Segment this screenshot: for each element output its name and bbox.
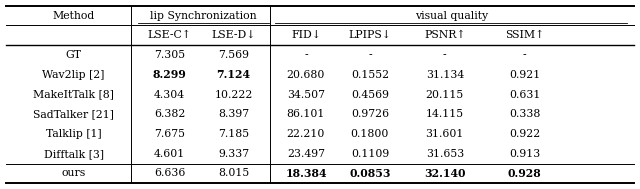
Text: 31.601: 31.601 [426, 129, 464, 139]
Text: ours: ours [61, 168, 86, 178]
Text: 18.384: 18.384 [285, 168, 326, 179]
Text: 0.4569: 0.4569 [351, 90, 389, 99]
Text: 0.338: 0.338 [509, 109, 541, 119]
Text: 0.1552: 0.1552 [351, 70, 389, 80]
Text: -: - [368, 50, 372, 60]
Text: LSE-C↑: LSE-C↑ [148, 30, 191, 40]
Text: 0.9726: 0.9726 [351, 109, 389, 119]
Text: 23.497: 23.497 [287, 149, 325, 159]
Text: 0.631: 0.631 [509, 90, 541, 99]
Text: PSNR↑: PSNR↑ [424, 30, 465, 40]
Text: -: - [443, 50, 447, 60]
Text: 0.922: 0.922 [509, 129, 540, 139]
Text: 34.507: 34.507 [287, 90, 325, 99]
Text: 8.397: 8.397 [218, 109, 249, 119]
Text: 4.601: 4.601 [154, 149, 185, 159]
Text: Difftalk [3]: Difftalk [3] [44, 149, 104, 159]
Text: LPIPS↓: LPIPS↓ [349, 30, 391, 40]
Text: FID↓: FID↓ [291, 30, 321, 40]
Text: -: - [304, 50, 308, 60]
Text: 14.115: 14.115 [426, 109, 464, 119]
Text: 0.1109: 0.1109 [351, 149, 389, 159]
Text: 0.913: 0.913 [509, 149, 540, 159]
Text: 31.653: 31.653 [426, 149, 464, 159]
Text: 9.337: 9.337 [218, 149, 249, 159]
Text: 0.1800: 0.1800 [351, 129, 389, 139]
Text: 22.210: 22.210 [287, 129, 325, 139]
Text: 8.299: 8.299 [153, 69, 186, 80]
Text: SSIM↑: SSIM↑ [505, 30, 545, 40]
Text: Wav2lip [2]: Wav2lip [2] [42, 70, 105, 80]
Text: 8.015: 8.015 [218, 168, 249, 178]
Text: MakeItTalk [8]: MakeItTalk [8] [33, 90, 114, 99]
Text: 4.304: 4.304 [154, 90, 185, 99]
Text: 0.928: 0.928 [508, 168, 541, 179]
Text: 20.115: 20.115 [426, 90, 464, 99]
Text: SadTalker [21]: SadTalker [21] [33, 109, 114, 119]
Text: 7.124: 7.124 [216, 69, 251, 80]
Text: 10.222: 10.222 [214, 90, 253, 99]
Text: 7.185: 7.185 [218, 129, 249, 139]
Text: 32.140: 32.140 [424, 168, 465, 179]
Text: 20.680: 20.680 [287, 70, 325, 80]
Text: LSE-D↓: LSE-D↓ [211, 30, 256, 40]
Text: visual quality: visual quality [415, 11, 488, 21]
Text: lip Synchronization: lip Synchronization [150, 11, 257, 21]
Text: 6.382: 6.382 [154, 109, 186, 119]
Text: 0.921: 0.921 [509, 70, 540, 80]
Text: 6.636: 6.636 [154, 168, 186, 178]
Text: -: - [523, 50, 527, 60]
Text: GT: GT [66, 50, 82, 60]
Text: 0.0853: 0.0853 [349, 168, 390, 179]
Text: 7.675: 7.675 [154, 129, 185, 139]
Text: Talklip [1]: Talklip [1] [46, 129, 101, 139]
Text: Method: Method [52, 11, 95, 21]
Text: 31.134: 31.134 [426, 70, 464, 80]
Text: 7.569: 7.569 [218, 50, 249, 60]
Text: 86.101: 86.101 [287, 109, 325, 119]
Text: 7.305: 7.305 [154, 50, 185, 60]
